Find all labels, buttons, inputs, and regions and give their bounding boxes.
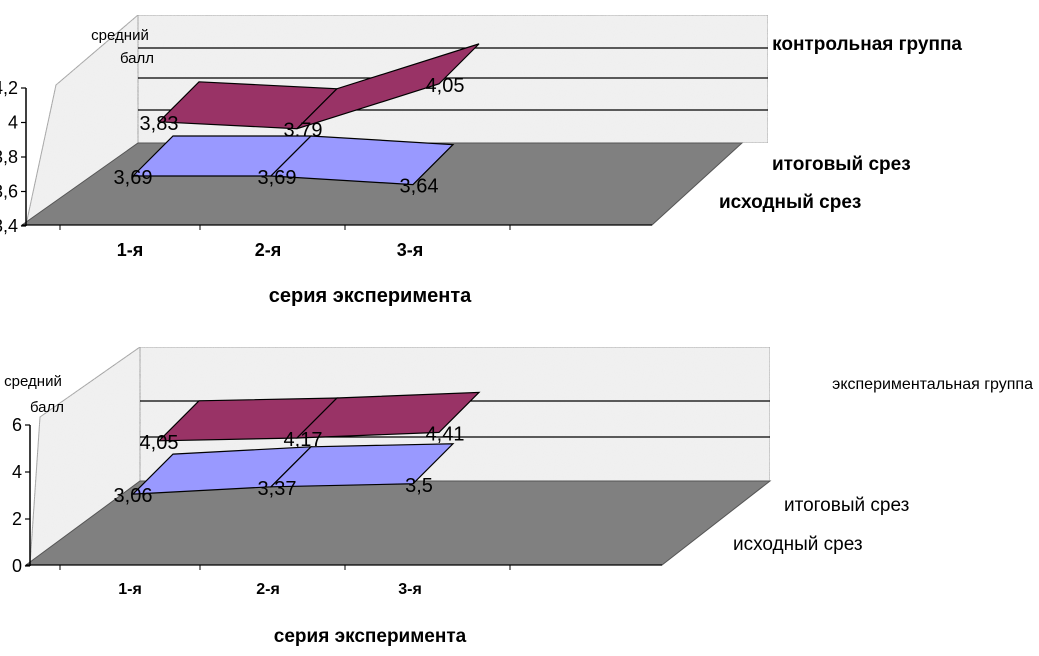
ribbon-segment-1-1 <box>296 43 480 130</box>
data-label: 3,06 <box>114 485 153 507</box>
data-label: 3,83 <box>140 113 179 135</box>
y-tick-label: 3,4 <box>0 216 18 236</box>
x-axis-label: серия эксперимента <box>274 626 467 647</box>
y-tick-label: 4 <box>8 113 18 133</box>
data-label: 4,05 <box>426 75 465 97</box>
ribbon-segment-0-1 <box>269 135 455 186</box>
ribbon-segment-0-1 <box>269 443 455 488</box>
data-label: 4,05 <box>140 432 179 454</box>
data-label: 3,5 <box>405 475 433 497</box>
experimental-group-chart: 0 2 4 6 средний балл серия эксперимента экспери… <box>4 346 1033 647</box>
y-tick-label: 4,2 <box>0 78 18 98</box>
data-label: 4,17 <box>284 429 323 451</box>
y-axis-label-line2: балл <box>120 50 154 67</box>
category-label: 1-я <box>117 240 144 260</box>
legend-item-initial: исходный срез <box>733 534 863 555</box>
y-axis-label-line1: средний <box>4 373 62 390</box>
data-label: 3,69 <box>258 167 297 189</box>
legend-item-final: итоговый срез <box>784 495 909 516</box>
y-axis-label-line2: балл <box>30 399 64 416</box>
y-tick-label: 0 <box>12 556 22 576</box>
y-axis-label-line1: средний <box>91 27 149 44</box>
y-tick-label: 6 <box>12 415 22 435</box>
chart-title: экспериментальная группа <box>832 376 1033 393</box>
legend-item-initial: исходный срез <box>719 192 861 213</box>
data-label: 4,41 <box>426 423 465 445</box>
y-tick-label: 3,6 <box>0 182 18 202</box>
data-label: 3,37 <box>258 478 297 500</box>
category-label: 2-я <box>256 581 280 598</box>
ribbon-segment-1-1 <box>295 391 481 439</box>
chart-title: контрольная группа <box>772 34 962 55</box>
data-label: 3,69 <box>114 167 153 189</box>
data-label: 3,64 <box>400 176 439 198</box>
category-label: 3-я <box>398 581 422 598</box>
control-group-chart: 3,4 3,6 3,8 4 4,2 средний балл серия эксперимен… <box>0 13 962 307</box>
y-tick-label: 2 <box>12 509 22 529</box>
y-tick-label: 3,8 <box>0 147 18 167</box>
y-tick-label: 4 <box>12 462 22 482</box>
x-axis-label: серия эксперимента <box>269 285 472 307</box>
category-label: 3-я <box>397 240 424 260</box>
legend-item-final: итоговый срез <box>772 154 911 175</box>
category-label: 2-я <box>255 240 282 260</box>
category-label: 1-я <box>118 581 142 598</box>
